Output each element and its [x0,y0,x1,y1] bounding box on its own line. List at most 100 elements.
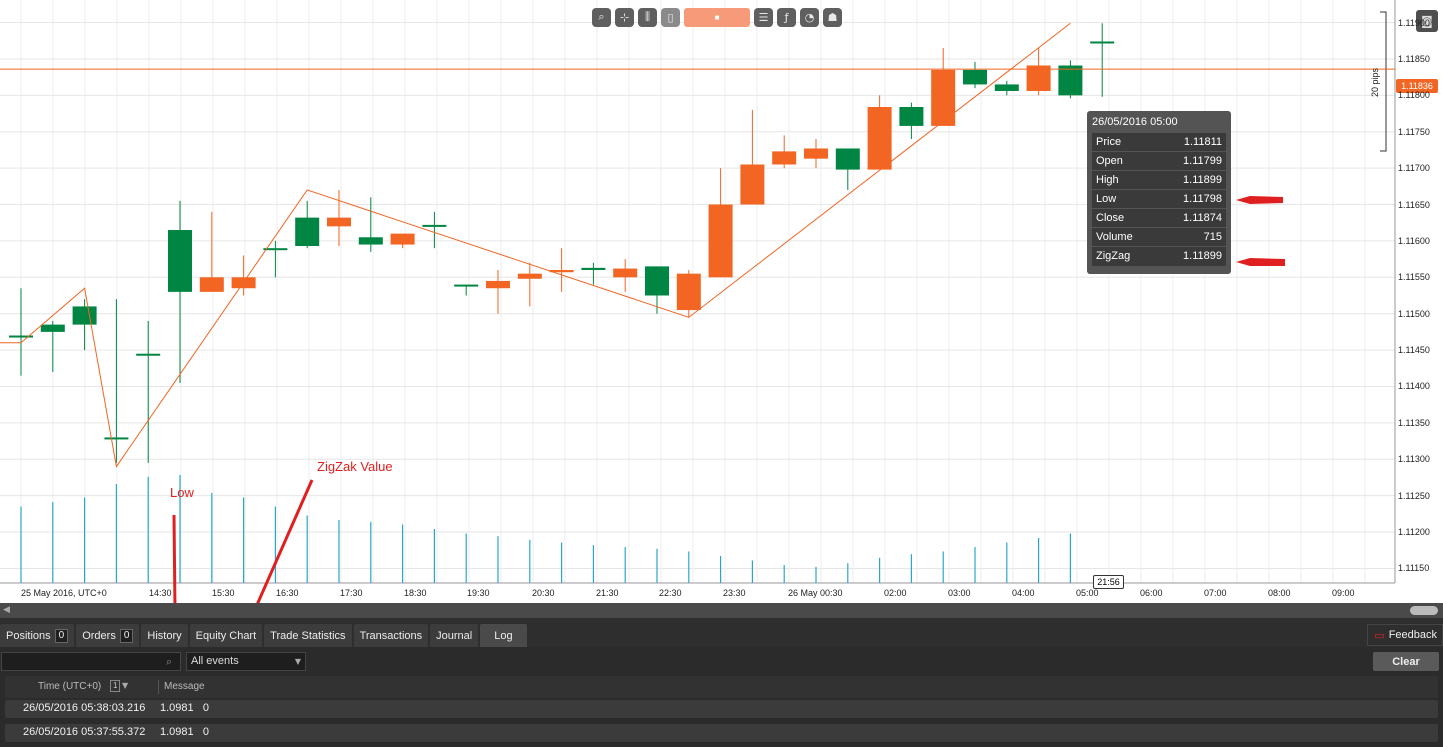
candle-body-bull [72,306,97,325]
candle-body-bull [422,224,447,227]
column-divider[interactable] [158,680,159,694]
tab-label: Positions [6,629,51,642]
panel-tabs: Positions 0 Orders 0 History Equity Chart … [0,618,1443,647]
candle-body-bear [327,217,351,227]
scroll-left-icon[interactable]: ◀ [3,605,10,615]
list-icon[interactable]: ☰ [754,7,773,27]
tooltip-value: 1.11899 [1183,250,1222,262]
candle-body-bull [263,248,288,251]
objects-icon[interactable]: ◔ [800,7,819,27]
feedback-button[interactable]: ▭ Feedback [1367,624,1443,646]
log-row-message: 1.0981 0 [160,702,209,714]
tab-label: Orders [82,629,116,642]
candle-body-bull [136,353,161,356]
clear-button-label: Clear [1392,655,1420,668]
feedback-label: Feedback [1388,629,1437,641]
x-tick-label: 04:00 [1012,588,1035,598]
tooltip-label: Low [1096,193,1117,205]
crosshair-icon[interactable]: ⊹ [615,7,634,27]
clear-button[interactable]: Clear [1373,652,1439,671]
cursor-time-label: 21:56 [1093,575,1124,589]
tab-transactions[interactable]: Transactions [353,624,429,647]
tab-orders[interactable]: Orders 0 [76,624,140,647]
x-tick-label: 06:00 [1140,588,1163,598]
tooltip-row: Price 1.11811 [1092,133,1226,152]
tooltip-value: 715 [1203,231,1222,243]
candle-body-bear [517,273,542,279]
zigzag-annotation-line [256,479,314,603]
x-tick-label: 08:00 [1268,588,1291,598]
x-tick-label: 03:00 [948,588,971,598]
tab-history[interactable]: History [141,624,188,647]
chart-canvas[interactable] [0,0,1443,603]
candle-body-bear [804,148,828,159]
x-tick-label: 19:30 [467,588,490,598]
indicator-icon[interactable]: ƒ [777,7,796,27]
zigzag-annotation-label: ZigZak Value [317,459,393,474]
sort-caret-icon[interactable]: ▼ [122,681,129,690]
tooltip-row: ZigZag 1.11899 [1092,247,1226,266]
tab-label: Equity Chart [195,629,257,642]
y-tick-label: 1.11700 [1398,163,1430,174]
candle-body-bull [899,106,924,126]
sort-order-badge[interactable]: 1 [110,680,121,692]
x-tick-label: 15:30 [212,588,235,598]
x-tick-label: 22:30 [659,588,682,598]
tooltip-value: 1.11799 [1183,155,1222,167]
pips-bracket [1380,11,1387,152]
candle-body-bear [199,277,224,292]
x-tick-label: 14:30 [149,588,172,598]
tab-positions[interactable]: Positions 0 [0,624,75,647]
feedback-icon: ▭ [1374,628,1385,642]
candle-body-bear [549,270,574,273]
tab-label: Log [494,629,513,642]
log-search-input[interactable] [1,652,181,671]
tooltip-row: Close 1.11874 [1092,209,1226,228]
low-arrow-icon [1236,196,1283,204]
log-row[interactable]: 26/05/2016 05:37:55.372 1.0981 0 [5,724,1438,742]
candle-body-bull [295,217,320,247]
column-header-message[interactable]: Message [164,681,205,692]
x-tick-label: 16:30 [276,588,299,598]
candle-body-bear [708,204,733,278]
y-tick-label: 1.11650 [1398,199,1430,210]
zoom-icon[interactable]: ⌕ [592,7,611,27]
tooltip-value: 1.11899 [1183,174,1222,186]
profile-icon[interactable]: ☗ [823,7,842,27]
y-tick-label: 1.11200 [1398,527,1430,538]
price-chart[interactable]: ⌕ ⊹ ⫼ ▯ ■ ☰ ƒ ◔ ☗ ◙ 20 pips 1.11836 1.11… [0,0,1443,603]
low-annotation-label: Low [170,485,194,500]
log-filter-bar: ⌕ All events ▼ Clear [0,647,1443,676]
tab-equity-chart[interactable]: Equity Chart [189,624,263,647]
zigzag-line [0,22,1071,468]
scroll-thumb[interactable] [1410,606,1438,615]
x-tick-label: 18:30 [404,588,427,598]
tooltip-row: High 1.11899 [1092,171,1226,190]
tab-journal[interactable]: Journal [430,624,479,647]
x-tick-label: 02:00 [884,588,907,598]
y-tick-label: 1.11400 [1398,381,1430,392]
tab-log[interactable]: Log [480,624,527,647]
chart-horizontal-scrollbar[interactable]: ◀ [0,603,1443,618]
candle-body-bull [581,267,606,271]
y-tick-label: 1.11750 [1398,126,1430,137]
y-tick-label: 1.11350 [1398,417,1430,428]
x-tick-label: 26 May 00:30 [788,588,843,598]
tab-trade-statistics[interactable]: Trade Statistics [264,624,352,647]
trade-button[interactable]: ■ [684,7,750,27]
tooltip-value: 1.11811 [1183,136,1222,148]
low-annotation-line [172,514,177,603]
tooltip-value: 1.11874 [1183,212,1222,224]
tooltip-value: 1.11798 [1183,193,1222,205]
bars-icon[interactable]: ▯ [661,7,680,27]
events-filter-select[interactable]: All events ▼ [186,652,306,671]
candles-icon[interactable]: ⫼ [638,7,657,27]
tab-count-badge: 0 [119,628,134,643]
y-tick-label: 1.11550 [1398,272,1430,283]
column-header-time[interactable]: Time (UTC+0) [38,681,102,692]
tooltip-label: Volume [1096,231,1133,243]
tooltip-label: Close [1096,212,1125,224]
camera-icon[interactable]: ◙ [1416,10,1438,32]
log-row[interactable]: 26/05/2016 05:38:03.216 1.0981 0 [5,700,1438,718]
